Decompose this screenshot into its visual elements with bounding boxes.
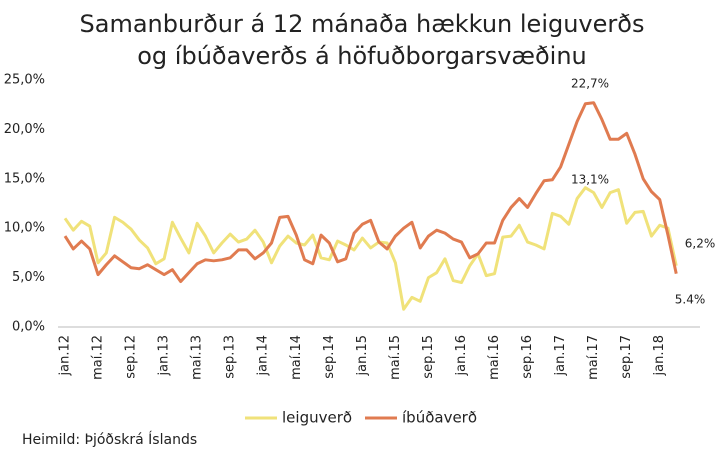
y-tick-label: 10,0%: [4, 221, 45, 236]
x-tick-label: sep.12: [124, 335, 139, 379]
x-tick-label: maí.16: [487, 335, 502, 380]
x-tick-label: sep.15: [421, 335, 436, 379]
chart-title: Samanburður á 12 mánaða hækkun leiguverð…: [80, 10, 645, 38]
x-tick-label: jan.13: [157, 335, 172, 377]
legend-label: íbúðaverð: [402, 409, 477, 427]
x-tick-label: sep.17: [619, 335, 634, 379]
x-tick-label: maí.15: [388, 335, 403, 380]
annotation: 22,7%: [571, 77, 609, 91]
annotation: 13,1%: [571, 173, 609, 187]
x-tick-label: jan.14: [256, 335, 271, 377]
x-tick-label: sep.14: [322, 335, 337, 379]
chart-title: og íbúðaverðs á höfuðborgarsvæðinu: [137, 42, 587, 70]
x-tick-label: sep.13: [223, 335, 238, 379]
line-series: [63, 101, 678, 284]
x-tick-label: jan.15: [355, 335, 370, 377]
annotation: 6,2%: [685, 237, 716, 251]
y-tick-label: 15,0%: [4, 171, 45, 186]
line-series: [63, 186, 678, 311]
x-tick-label: jan.12: [58, 335, 73, 377]
y-tick-label: 25,0%: [4, 73, 45, 88]
legend-label: leiguverð: [282, 409, 352, 427]
x-tick-label: jan.17: [553, 335, 568, 377]
x-tick-label: maí.13: [190, 335, 205, 380]
x-tick-label: maí.12: [91, 335, 106, 380]
y-tick-label: 20,0%: [4, 122, 45, 137]
y-tick-label: 0,0%: [12, 320, 45, 335]
x-tick-label: maí.14: [289, 335, 304, 380]
x-tick-label: sep.16: [520, 335, 535, 379]
annotation: 5.4%: [675, 293, 706, 307]
x-tick-label: maí.17: [586, 335, 601, 380]
y-tick-label: 5,0%: [12, 270, 45, 285]
source: Heimild: Þjóðskrá Íslands: [22, 431, 197, 448]
x-tick-label: jan.18: [652, 335, 667, 377]
x-tick-label: jan.16: [454, 335, 469, 377]
